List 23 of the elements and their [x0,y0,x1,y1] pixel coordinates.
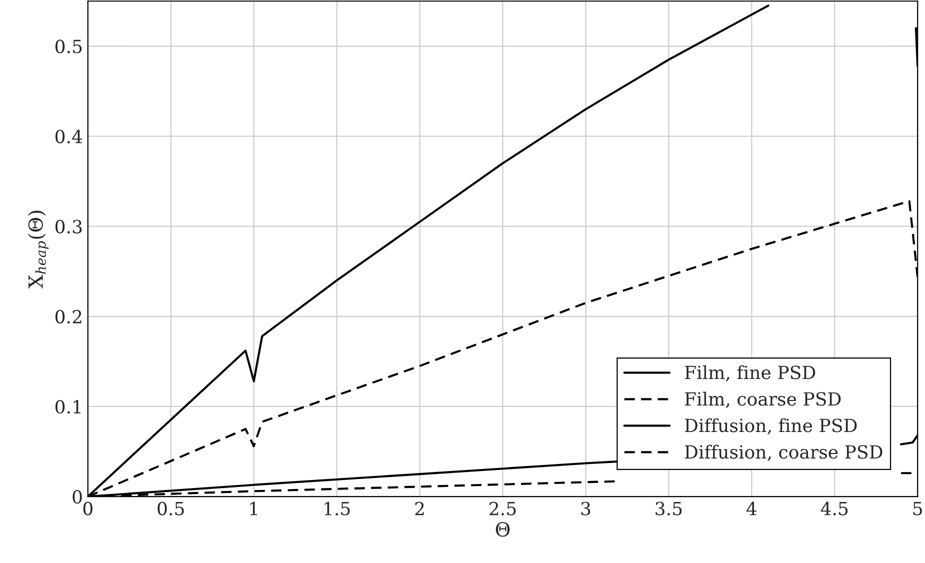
x-tick-label: 4.5 [820,502,848,516]
x-tick-label: 5 [913,502,922,516]
y-tick-label: 0.1 [55,400,80,414]
x-tick-label: 2.5 [490,502,516,516]
x-tick-label: 1 [250,502,257,516]
x-tick-label: 2 [415,502,424,516]
y-tick-label: 0.4 [55,130,82,144]
x-tick-label: 0.5 [158,502,184,516]
x-tick-label: 1.5 [324,502,350,516]
x-tick-label: 4 [746,502,756,516]
y-tick-label: 0.5 [55,40,82,54]
x-tick-label: 3.5 [656,502,682,516]
x-tick-label: 3 [581,502,590,516]
x-axis-title: Θ [496,522,510,537]
y-axis-title: X$_{heap}$(Θ) [28,210,49,288]
y-tick-label: 0.3 [55,220,82,234]
legend-label: Film, fine PSD [684,365,816,382]
legend-label: Diffusion, fine PSD [684,418,857,434]
y-tick-label: 0 [72,490,82,504]
y-tick-label: 0.2 [55,310,82,324]
legend-label: Film, coarse PSD [684,392,841,408]
x-tick-label: 0 [83,502,92,516]
legend-label: Diffusion, coarse PSD [684,444,882,461]
